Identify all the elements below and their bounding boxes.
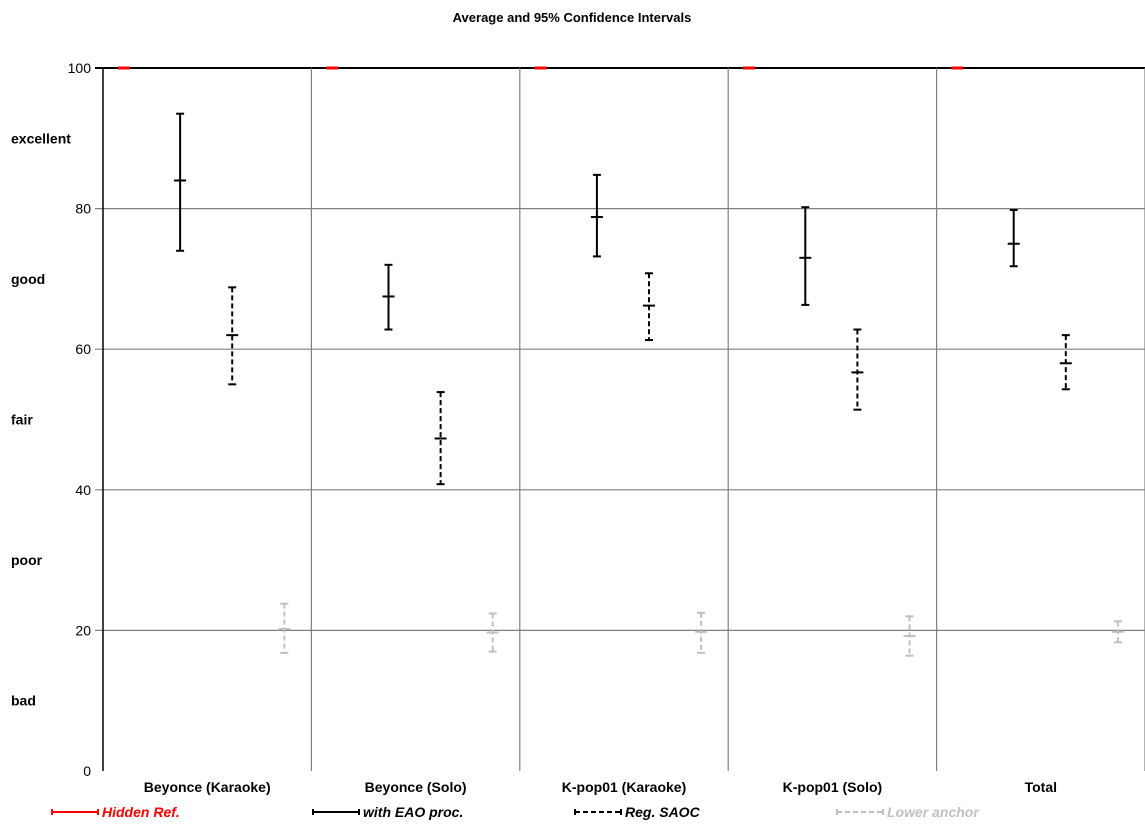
error-bar [1007,209,1020,268]
legend-item: Reg. SAOC [574,804,701,820]
error-bar [903,615,916,657]
error-bar [1059,334,1072,391]
error-bar [226,286,239,386]
quality-label: fair [11,412,33,428]
error-bar [643,272,656,342]
y-tick-label: 60 [75,341,91,357]
error-bar [486,612,499,653]
y-axis-ticks: 0 20 40 60 80 100 [68,60,92,779]
series-3 [278,602,1124,657]
error-bar [278,602,291,654]
y-tick-label: 20 [75,622,91,638]
category-labels: Beyonce (Karaoke) Beyonce (Solo) K-pop01 (… [144,779,1057,795]
error-bar [799,206,812,306]
series-2 [226,272,1072,486]
y-tick-label: 0 [83,763,91,779]
error-bars [117,66,1124,657]
grid [95,67,1145,771]
chart-title: Average and 95% Confidence Intervals [453,10,692,25]
y-tick-label: 80 [75,201,91,217]
legend-item: with EAO proc. [312,804,463,820]
error-bar [590,173,603,258]
y-tick-label: 40 [75,482,91,498]
quality-label: good [11,271,45,287]
error-bar [1111,620,1124,644]
category-label: Total [1025,779,1057,795]
error-bar [695,611,708,654]
quality-labels: excellent good fair poor bad [11,130,71,708]
legend-label: with EAO proc. [363,804,463,820]
series-1 [174,112,1020,331]
legend-label: Lower anchor [887,804,980,820]
error-bar [851,328,864,411]
legend-item: Hidden Ref. [51,804,180,820]
error-bar [174,112,187,252]
legend-label: Reg. SAOC [625,804,701,820]
error-bar [382,263,395,331]
quality-label: excellent [11,130,71,146]
quality-label: poor [11,552,43,568]
legend-label: Hidden Ref. [102,804,180,820]
legend: Hidden Ref. with EAO proc. Reg. SAOC Lower … [51,804,980,820]
category-label: K-pop01 (Karaoke) [562,779,686,795]
category-label: Beyonce (Karaoke) [144,779,271,795]
y-tick-label: 100 [68,60,92,76]
quality-label: bad [11,693,36,709]
legend-item: Lower anchor [836,804,980,820]
category-label: Beyonce (Solo) [365,779,467,795]
category-label: K-pop01 (Solo) [783,779,883,795]
error-bar [434,391,447,486]
